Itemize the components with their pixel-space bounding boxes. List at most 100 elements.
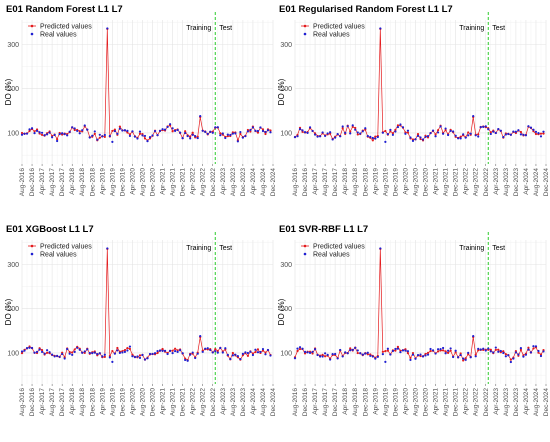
real-point (166, 352, 169, 356)
real-point (389, 353, 392, 356)
real-point (189, 353, 192, 356)
real-point (502, 135, 505, 139)
real-point (509, 360, 512, 364)
real-point (158, 129, 162, 132)
real-point (529, 351, 533, 354)
x-tick-label: Aug-2024 (260, 388, 267, 417)
real-point (537, 132, 540, 135)
predicted-point (123, 348, 127, 352)
real-point (537, 349, 540, 353)
x-tick-label: Aug-2016 (19, 168, 26, 197)
x-tick-label: Apr-2020 (402, 388, 409, 415)
predicted-point (256, 131, 260, 134)
predicted-point (444, 350, 447, 353)
real-point (457, 356, 460, 359)
real-point (81, 351, 84, 354)
real-point (111, 360, 114, 363)
real-point (472, 115, 475, 118)
x-tick-label: Aug-2021 (443, 168, 450, 197)
predicted-point (396, 345, 400, 348)
real-point (259, 350, 262, 354)
real-point (409, 136, 412, 139)
real-point (311, 129, 314, 133)
real-point (141, 353, 144, 357)
predicted-point (269, 129, 272, 132)
real-point (28, 128, 31, 131)
x-tick-label: Dec-2023 (513, 168, 520, 197)
real-point (454, 349, 457, 352)
real-point (83, 350, 86, 353)
real-point (254, 348, 257, 351)
real-point (414, 357, 417, 360)
real-point (249, 350, 252, 353)
real-point (349, 132, 352, 135)
predicted-point (419, 137, 422, 141)
real-point (376, 135, 379, 139)
real-point (479, 126, 482, 129)
real-point (369, 354, 372, 357)
predicted-point (174, 347, 177, 350)
real-point (194, 135, 197, 138)
real-point (504, 133, 507, 136)
predicted-point (441, 349, 445, 352)
real-point (186, 134, 189, 138)
predicted-point (231, 351, 234, 355)
predicted-point (527, 346, 530, 349)
predicted-point (171, 130, 174, 133)
real-point (534, 345, 538, 348)
x-tick-label: Aug-2022 (200, 388, 207, 417)
real-point (38, 131, 41, 134)
real-point (459, 137, 462, 140)
x-tick-label: Apr-2022 (190, 168, 197, 195)
real-point (211, 131, 214, 134)
predicted-point (128, 347, 132, 351)
predicted-point (384, 129, 387, 133)
x-tick-label: Aug-2024 (533, 168, 540, 197)
training-label: Training (186, 25, 211, 32)
real-point (421, 138, 425, 141)
real-point (106, 27, 109, 30)
predicted-point (226, 135, 229, 138)
predicted-point (444, 129, 447, 132)
real-point (499, 349, 502, 353)
real-point (35, 350, 39, 354)
x-tick-label: Dec-2019 (392, 388, 399, 417)
predicted-point (189, 135, 192, 138)
real-point (351, 348, 354, 351)
x-tick-label: Dec-2019 (119, 168, 126, 197)
real-point (83, 124, 86, 127)
real-point (66, 134, 69, 137)
real-point (502, 351, 505, 355)
real-point (133, 135, 137, 138)
real-point (401, 349, 405, 352)
real-point (206, 347, 209, 350)
x-tick-label: Aug-2018 (352, 168, 359, 197)
real-point (181, 137, 184, 140)
real-point (33, 132, 36, 135)
real-point (121, 351, 124, 354)
y-tick-label: 300 (7, 42, 19, 49)
real-point (20, 350, 24, 353)
predicted-line (21, 28, 271, 142)
real-point (226, 353, 229, 356)
real-point (66, 347, 69, 351)
real-point (296, 135, 299, 138)
real-point (269, 354, 272, 357)
predicted-point (118, 125, 121, 128)
real-point (434, 135, 437, 138)
real-point (78, 348, 81, 351)
real-point (43, 134, 46, 137)
training-label: Training (186, 245, 211, 252)
real-point (296, 347, 299, 350)
real-point (63, 133, 66, 136)
predicted-point (254, 350, 257, 354)
real-point (424, 135, 427, 139)
x-tick-label: Apr-2021 (433, 168, 440, 195)
real-point (71, 353, 74, 356)
x-tick-label: Aug-2019 (382, 388, 389, 417)
y-tick-label: 300 (280, 42, 292, 49)
real-point (487, 128, 490, 131)
predicted-point (40, 348, 44, 352)
real-point (326, 353, 329, 356)
real-point (361, 353, 364, 356)
